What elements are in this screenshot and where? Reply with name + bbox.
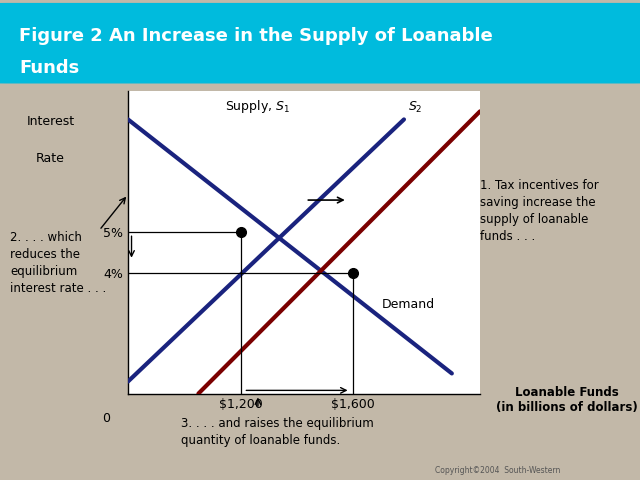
Text: 0: 0	[102, 412, 111, 425]
Text: Supply, $S_1$: Supply, $S_1$	[225, 98, 290, 115]
Text: Copyright©2004  South-Western: Copyright©2004 South-Western	[435, 466, 561, 475]
Text: $S_2$: $S_2$	[408, 100, 422, 115]
Text: 1. Tax incentives for
saving increase the
supply of loanable
funds . . .: 1. Tax incentives for saving increase th…	[480, 179, 599, 242]
Text: Demand: Demand	[381, 299, 435, 312]
Text: Interest: Interest	[26, 115, 75, 128]
Text: 3. . . . and raises the equilibrium
quantity of loanable funds.: 3. . . . and raises the equilibrium quan…	[181, 417, 374, 447]
FancyBboxPatch shape	[0, 3, 640, 83]
Text: 2. . . . which
reduces the
equilibrium
interest rate . . .: 2. . . . which reduces the equilibrium i…	[10, 231, 106, 295]
Text: Loanable Funds
(in billions of dollars): Loanable Funds (in billions of dollars)	[495, 386, 637, 414]
Text: Funds: Funds	[19, 59, 79, 77]
Text: Rate: Rate	[36, 152, 65, 165]
Text: Figure 2 An Increase in the Supply of Loanable: Figure 2 An Increase in the Supply of Lo…	[19, 27, 493, 46]
